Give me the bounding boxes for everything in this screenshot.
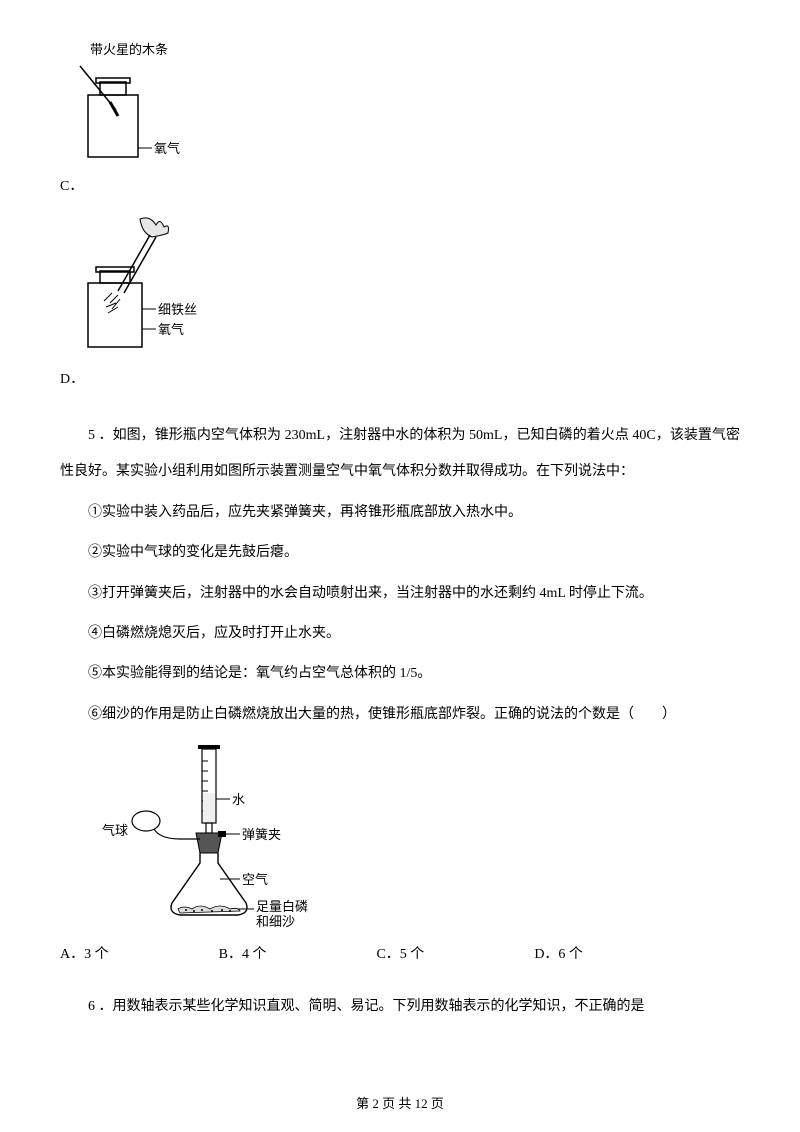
balloon-shape [132,811,160,831]
q5-s2: ②实验中气球的变化是先鼓后瘪。 [60,535,740,571]
q5-figure-svg: 气球 水 弹簧夹 空气 足量白磷 和细沙 [100,743,340,928]
option-c-letter: C． [60,175,83,195]
sand-layer [178,906,240,913]
syringe-water [203,793,215,822]
iron-wool [104,293,120,313]
splint-end [110,102,118,116]
syringe-tip [206,823,212,833]
q5-s3: ③打开弹簧夹后，注射器中的水会自动喷射出来，当注射器中的水还剩约 4mL 时停止… [60,576,740,612]
q5-s6: ⑥细沙的作用是防止白磷燃烧放出大量的热，使锥形瓶底部炸裂。正确的说法的个数是（ … [60,697,740,733]
q5-figure-block: 气球 水 弹簧夹 空气 足量白磷 和细沙 [100,743,740,933]
q5-s5: ⑤本实验能得到的结论是：氧气约占空气总体积的 1/5。 [60,656,740,692]
q5-intro: 5 ．如图，锥形瓶内空气体积为 230mL，注射器中水的体积为 50mL，已知白… [60,418,740,491]
option-c-letter-row: C． [60,175,740,195]
figure-c-svg-wrap: 带火星的木条 氧气 [60,40,200,175]
syringe-plunger [198,745,220,749]
clip-label: 弹簧夹 [242,827,281,842]
flask-outline [171,853,247,915]
bottom-label1: 足量白磷 [256,899,308,914]
fig-d-label2: 氧气 [158,322,184,337]
figure-c-block: 带火星的木条 氧气 C． [60,40,740,195]
fig-d-label1: 细铁丝 [158,302,197,317]
choice-c: C．5 个 [376,943,424,963]
fig-c-right-label: 氧气 [154,141,180,156]
figure-d-block: 细铁丝 氧气 D． [60,213,740,388]
water-label: 水 [232,792,245,807]
choice-a: A．3 个 [60,943,109,963]
jar-d-lid [96,267,134,272]
page-footer: 第 2 页 共 12 页 [0,1093,800,1112]
q5-s4: ④白磷燃烧熄灭后，应及时打开止水夹。 [60,616,740,652]
air-label: 空气 [242,872,268,887]
balloon-label: 气球 [102,823,128,838]
q5-s1: ①实验中装入药品后，应先夹紧弹簧夹，再将锥形瓶底部放入热水中。 [60,495,740,531]
figure-c-svg: 带火星的木条 氧气 [60,40,200,170]
choice-b: B．4 个 [219,943,267,963]
figure-d-svg: 细铁丝 氧气 [60,213,220,363]
option-d-letter-row: D． [60,368,740,388]
spring-clip [218,831,226,837]
bottom-label2: 和细沙 [256,914,295,928]
q5-choices: A．3 个 B．4 个 C．5 个 D．6 个 [60,943,740,963]
q6-text: 6 ．用数轴表示某些化学知识直观、简明、易记。下列用数轴表示的化学知识，不正确的… [60,989,740,1025]
wire-holder-2 [124,237,156,293]
figure-d-svg-wrap: 细铁丝 氧气 [60,213,220,368]
jar-d-outline [88,283,142,347]
jar-lid [96,78,130,83]
jar-neck [100,82,126,95]
hand-icon [140,218,169,237]
fig-c-top-label: 带火星的木条 [90,42,168,57]
choice-d: D．6 个 [534,943,583,963]
option-d-letter: D． [60,368,84,388]
balloon-tube [154,829,200,839]
